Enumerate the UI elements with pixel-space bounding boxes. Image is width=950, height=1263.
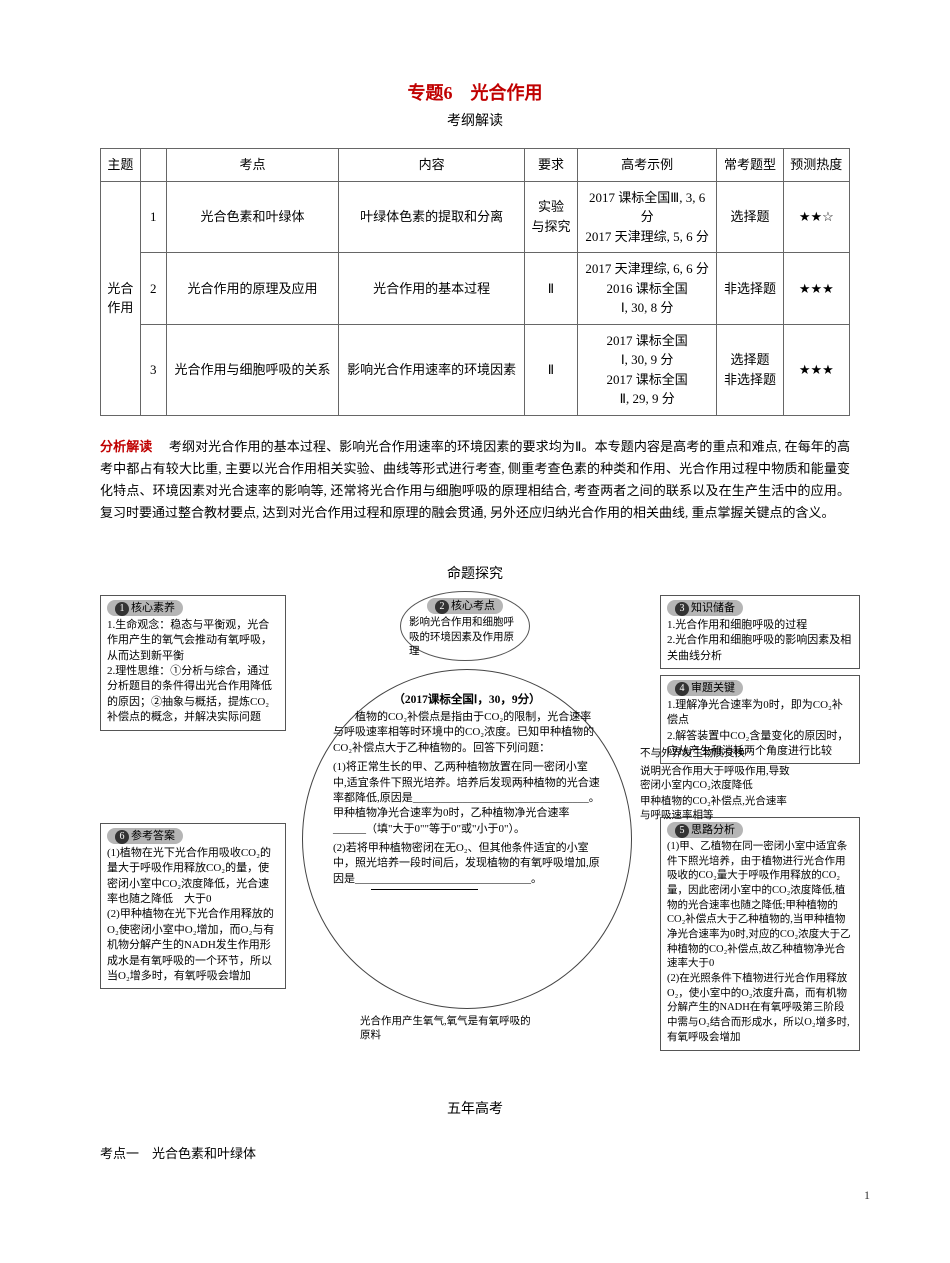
doc-title: 专题6 光合作用	[100, 80, 850, 107]
note-d: 光合作用产生氧气,氧气是有氧呼吸的原料	[360, 1015, 540, 1042]
row-num: 2	[140, 253, 166, 325]
mindmap-diagram: 1核心素养 1.生命观念：稳态与平衡观，光合作用产生的氧气会推动有氧呼吸，从而达…	[100, 595, 860, 1075]
box-core-point: 2核心考点 影响光合作用和细胞呼吸的环境因素及作用原理	[400, 591, 530, 661]
note-a: 不与外界发生物质交换	[640, 747, 745, 761]
circle-q2: (2)若将甲种植物密闭在无O₂、但其他条件适宜的小室中，照光培养一段时间后，发现…	[333, 841, 601, 887]
th-req: 要求	[524, 149, 577, 182]
table-header-row: 主题 考点 内容 要求 高考示例 常考题型 预测热度	[101, 149, 850, 182]
box1-tag: 1核心素养	[107, 600, 183, 616]
row-heat: ★★☆	[783, 181, 849, 253]
th-heat: 预测热度	[783, 149, 849, 182]
note-c: 甲种植物的CO₂补偿点,光合速率与呼吸速率相等	[640, 795, 790, 822]
row-heat: ★★★	[783, 253, 849, 325]
box1-tag-text: 核心素养	[131, 602, 175, 614]
box-thinking: 5思路分析 (1)甲、乙植物在同一密闭小室中适宜条件下照光培养，由于植物进行光合…	[660, 817, 860, 1051]
row-type: 选择题	[717, 181, 783, 253]
circle-p1: 植物的CO₂补偿点是指由于CO₂的限制，光合速率与呼吸速率相等时环境中的CO₂浓…	[333, 710, 601, 756]
analysis-heading: 分析解读	[100, 439, 152, 454]
box4-tag-text: 审题关键	[691, 682, 735, 694]
th-theme: 主题	[101, 149, 141, 182]
row-type: 选择题 非选择题	[717, 324, 783, 415]
box5-tag-text: 思路分析	[691, 824, 735, 836]
row-content: 影响光合作用速率的环境因素	[339, 324, 525, 415]
th-blank	[140, 149, 166, 182]
row-req: Ⅱ	[524, 253, 577, 325]
box1-text: 1.生命观念：稳态与平衡观，光合作用产生的氧气会推动有氧呼吸，从而达到新平衡 2…	[107, 618, 279, 726]
box3-tag: 3知识储备	[667, 600, 743, 616]
row-content: 光合作用的基本过程	[339, 253, 525, 325]
row-req: 实验 与探究	[524, 181, 577, 253]
diagram-title: 命题探究	[100, 564, 850, 585]
table-row: 光合 作用 1 光合色素和叶绿体 叶绿体色素的提取和分离 实验 与探究 2017…	[101, 181, 850, 253]
doc-subtitle: 考纲解读	[100, 111, 850, 132]
box6-text: (1)植物在光下光合作用吸收CO₂的量大于呼吸作用释放CO₂的量，使密闭小室中C…	[107, 846, 279, 985]
box6-tag: 6参考答案	[107, 828, 183, 844]
question-circle: （2017课标全国Ⅰ，30，9分） 植物的CO₂补偿点是指由于CO₂的限制，光合…	[302, 669, 632, 1009]
row-content: 叶绿体色素的提取和分离	[339, 181, 525, 253]
th-ex: 高考示例	[578, 149, 717, 182]
kaodian-heading: 考点一 光合色素和叶绿体	[100, 1144, 850, 1164]
table-row: 3 光合作用与细胞呼吸的关系 影响光合作用速率的环境因素 Ⅱ 2017 课标全国…	[101, 324, 850, 415]
box3-tag-text: 知识储备	[691, 602, 735, 614]
row-num: 3	[140, 324, 166, 415]
th-kd: 考点	[166, 149, 338, 182]
analysis-text: 考纲对光合作用的基本过程、影响光合作用速率的环境因素的要求均为Ⅱ。本专题内容是高…	[100, 439, 850, 520]
box3-text: 1.光合作用和细胞呼吸的过程 2.光合作用和细胞呼吸的影响因素及相关曲线分析	[667, 618, 853, 664]
th-content: 内容	[339, 149, 525, 182]
row-type: 非选择题	[717, 253, 783, 325]
box2-num: 2	[435, 600, 449, 614]
box-core-literacy: 1核心素养 1.生命观念：稳态与平衡观，光合作用产生的氧气会推动有氧呼吸，从而达…	[100, 595, 286, 731]
box-answer: 6参考答案 (1)植物在光下光合作用吸收CO₂的量大于呼吸作用释放CO₂的量，使…	[100, 823, 286, 990]
box3-num: 3	[675, 602, 689, 616]
theme-cell: 光合 作用	[101, 181, 141, 415]
row-ex: 2017 课标全国Ⅲ, 3, 6 分 2017 天津理综, 5, 6 分	[578, 181, 717, 253]
circle-head: （2017课标全国Ⅰ，30，9分）	[333, 692, 601, 708]
note-b: 说明光合作用大于呼吸作用,导致密闭小室内CO₂浓度降低	[640, 765, 790, 792]
row-kd: 光合作用与细胞呼吸的关系	[166, 324, 338, 415]
analysis-paragraph: 分析解读 考纲对光合作用的基本过程、影响光合作用速率的环境因素的要求均为Ⅱ。本专…	[100, 436, 850, 524]
table-row: 2 光合作用的原理及应用 光合作用的基本过程 Ⅱ 2017 天津理综, 6, 6…	[101, 253, 850, 325]
row-ex: 2017 课标全国 Ⅰ, 30, 9 分 2017 课标全国 Ⅱ, 29, 9 …	[578, 324, 717, 415]
box5-text: (1)甲、乙植物在同一密闭小室中适宜条件下照光培养，由于植物进行光合作用吸收的C…	[667, 840, 853, 1046]
box-knowledge: 3知识储备 1.光合作用和细胞呼吸的过程 2.光合作用和细胞呼吸的影响因素及相关…	[660, 595, 860, 669]
row-heat: ★★★	[783, 324, 849, 415]
box2-tag: 2核心考点	[427, 598, 503, 614]
row-ex: 2017 天津理综, 6, 6 分 2016 课标全国 Ⅰ, 30, 8 分	[578, 253, 717, 325]
row-kd: 光合色素和叶绿体	[166, 181, 338, 253]
section-five-year: 五年高考	[100, 1099, 850, 1120]
row-kd: 光合作用的原理及应用	[166, 253, 338, 325]
row-req: Ⅱ	[524, 324, 577, 415]
page-number: 1	[864, 1186, 870, 1204]
circle-q1: (1)将正常生长的甲、乙两种植物放置在同一密闭小室中,适宜条件下照光培养。培养后…	[333, 760, 601, 837]
box5-num: 5	[675, 824, 689, 838]
th-type: 常考题型	[717, 149, 783, 182]
box4-tag: 4审题关键	[667, 680, 743, 696]
box6-num: 6	[115, 830, 129, 844]
box5-tag: 5思路分析	[667, 822, 743, 838]
box2-text: 影响光合作用和细胞呼吸的环境因素及作用原理	[409, 616, 521, 660]
syllabus-table: 主题 考点 内容 要求 高考示例 常考题型 预测热度 光合 作用 1 光合色素和…	[100, 148, 850, 416]
row-num: 1	[140, 181, 166, 253]
box6-tag-text: 参考答案	[131, 830, 175, 842]
box1-num: 1	[115, 602, 129, 616]
box4-num: 4	[675, 682, 689, 696]
box2-tag-text: 核心考点	[451, 600, 495, 612]
